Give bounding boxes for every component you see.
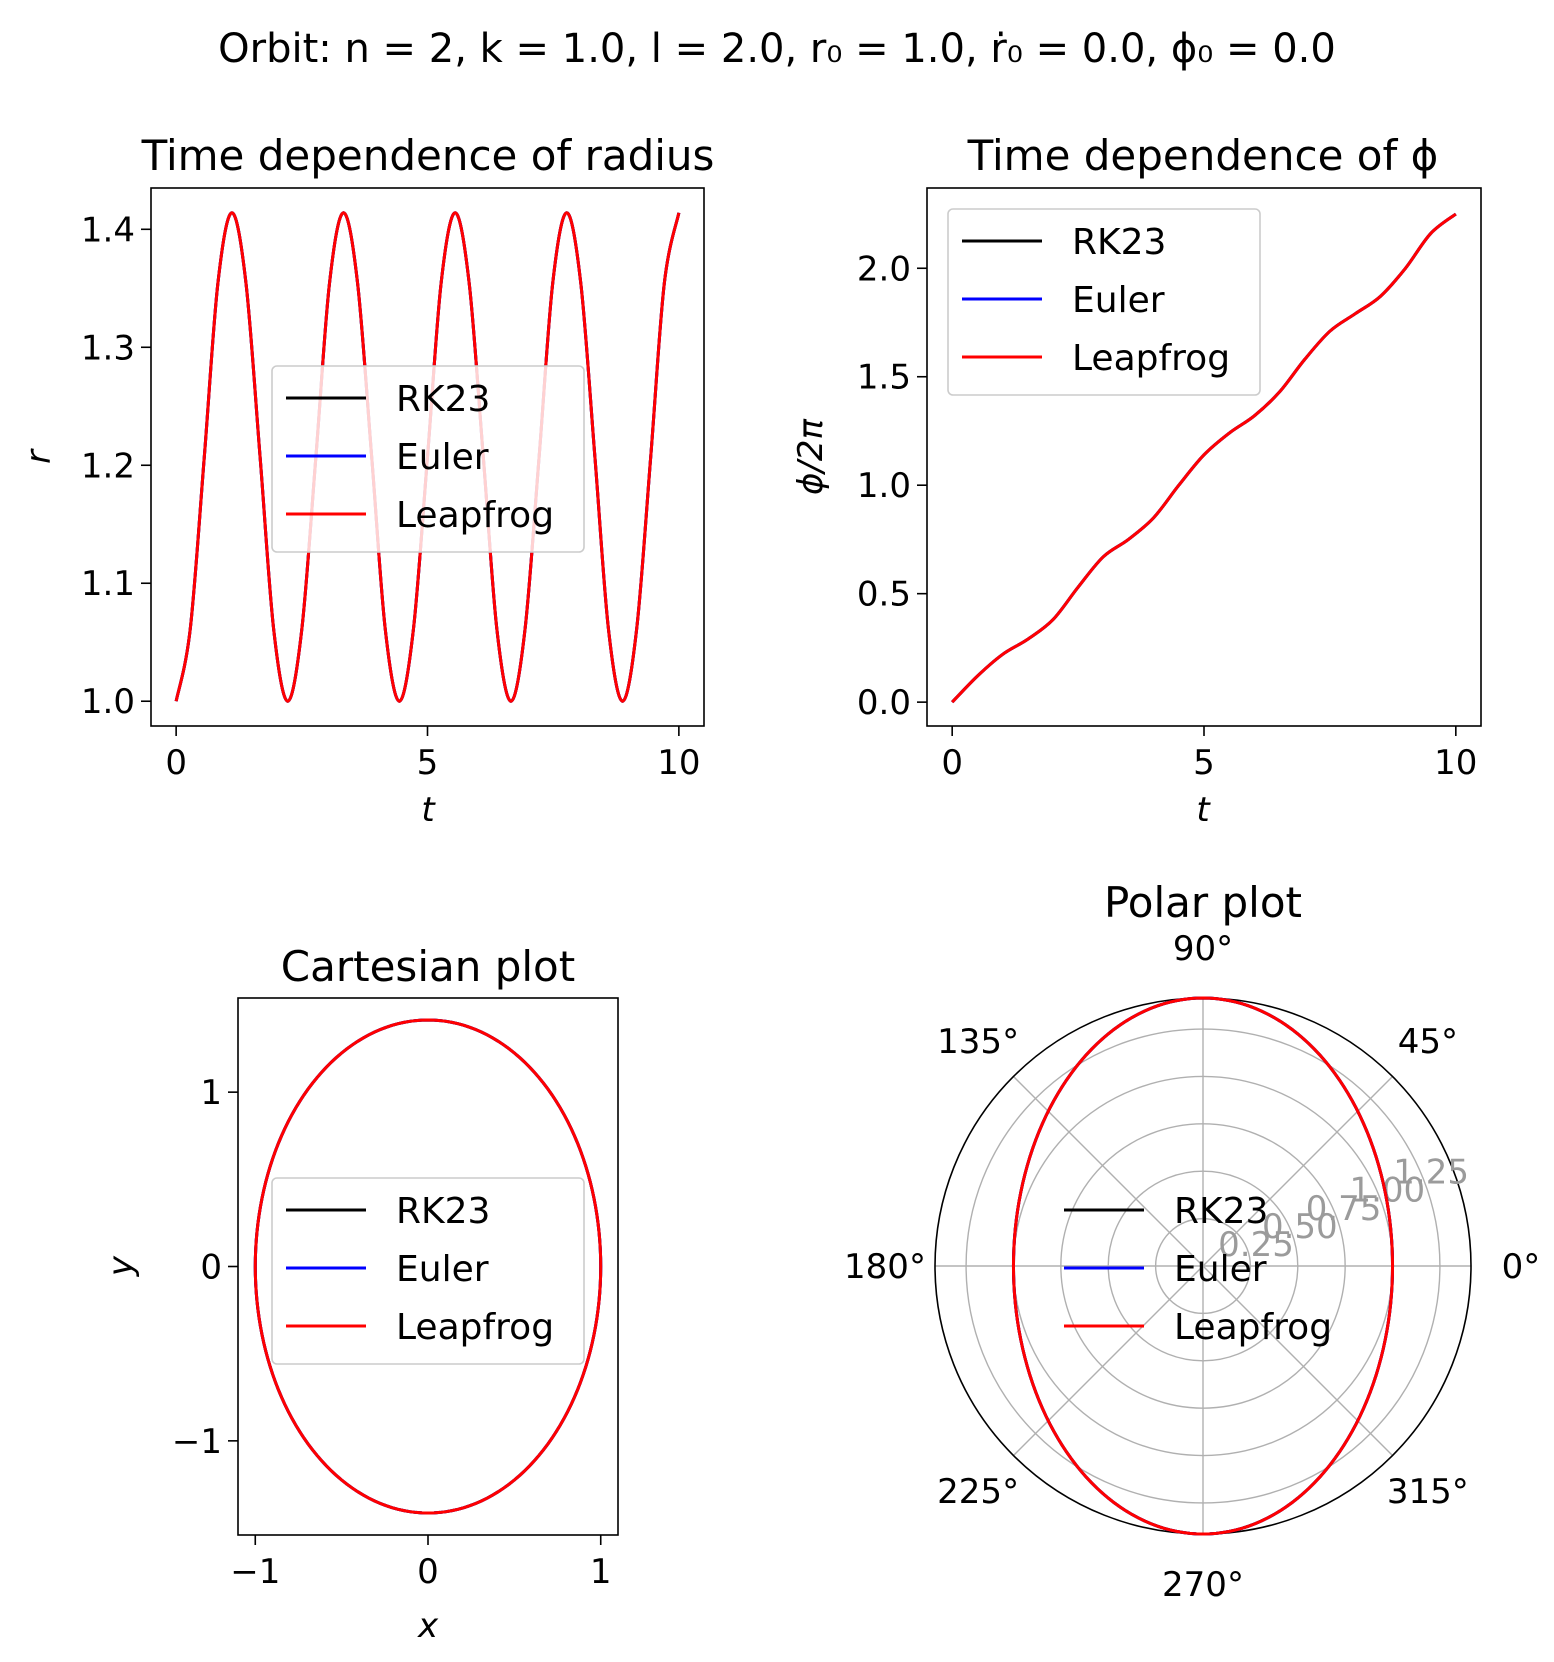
legend-label-rk23: RK23 <box>1174 1191 1268 1232</box>
polar-grid-spoke <box>1013 1265 1204 1456</box>
legend-label-rk23: RK23 <box>396 379 490 420</box>
cartesian-chart-plot-area: −1 0 1 −1 0 1 RK23 Euler Leapfrog <box>172 1018 612 1592</box>
radius-chart: Time dependence of radius 0 5 10 1.0 1.1 1.2 1… <box>19 131 714 830</box>
polar-chart-title: Polar plot <box>1104 878 1302 927</box>
phi-chart: Time dependence of ϕ 0 5 10 0.0 0.5 1.0 1.5 2.0… <box>791 131 1482 830</box>
polar-angle-label: 0° <box>1502 1247 1541 1287</box>
x-tick-label: 0 <box>941 743 963 783</box>
phi-chart-xlabel: t <box>1196 790 1211 830</box>
x-tick-label: 5 <box>417 743 439 783</box>
y-tick-label: 1.0 <box>81 682 135 722</box>
legend-box <box>947 208 1261 396</box>
polar-angle-label: 135° <box>937 1022 1019 1062</box>
legend-box <box>271 1177 585 1365</box>
x-tick-label: −1 <box>230 1552 280 1592</box>
radius-chart-frame <box>150 187 705 727</box>
series-line-leapfrog <box>253 1018 603 1515</box>
polar-angle-label: 315° <box>1387 1472 1469 1512</box>
legend-label-euler: Euler <box>396 437 489 478</box>
polar-chart: Polar plot 0°45°90°135°180°225°270°315°0… <box>844 878 1540 1605</box>
legend-box <box>271 365 585 553</box>
phi-chart-title: Time dependence of ϕ <box>967 131 1439 180</box>
cartesian-chart-frame <box>237 997 619 1536</box>
polar-angle-label: 90° <box>1173 929 1233 969</box>
polar-grid-spoke <box>1202 1265 1393 1456</box>
legend-label-leapfrog: Leapfrog <box>396 1307 554 1348</box>
y-tick-label: 0.5 <box>857 575 911 615</box>
y-tick-label: −1 <box>172 1422 222 1462</box>
cartesian-chart: Cartesian plot −1 0 1 −1 0 1 RK23 Euler Leapfrog… <box>101 942 619 1646</box>
phi-chart-ylabel: ϕ/2π <box>791 418 831 495</box>
phi-chart-frame <box>926 187 1482 727</box>
polar-angle-label: 180° <box>844 1247 926 1287</box>
cartesian-chart-xlabel: x <box>417 1606 439 1646</box>
polar-series-line-leapfrog <box>1011 996 1395 1536</box>
figure-suptitle: Orbit: n = 2, k = 1.0, l = 2.0, r₀ = 1.0… <box>218 26 1336 72</box>
radius-chart-ylabel: r <box>19 448 59 464</box>
y-tick-label: 1.0 <box>857 466 911 506</box>
polar-radius-label: 0.50 <box>1262 1207 1338 1247</box>
y-tick-label: 0.0 <box>857 683 911 723</box>
legend-label-leapfrog: Leapfrog <box>396 495 554 536</box>
x-tick-label: 0 <box>417 1552 439 1592</box>
y-tick-label: 0 <box>200 1248 222 1288</box>
polar-grid-spoke <box>1202 1076 1393 1267</box>
x-tick-label: 10 <box>1434 743 1477 783</box>
cartesian-chart-ylabel: y <box>101 1255 141 1277</box>
x-tick-label: 10 <box>657 743 700 783</box>
y-tick-label: 2.0 <box>857 249 911 289</box>
polar-radius-label: 0.25 <box>1218 1225 1294 1265</box>
radius-chart-title: Time dependence of radius <box>141 131 715 180</box>
legend-label-euler: Euler <box>1072 280 1165 321</box>
series-line-leapfrog <box>951 212 1457 704</box>
y-tick-label: 1.5 <box>857 358 911 398</box>
legend-label-euler: Euler <box>1174 1249 1267 1290</box>
y-tick-label: 1.4 <box>81 210 135 250</box>
polar-angle-label: 45° <box>1398 1022 1458 1062</box>
polar-angle-label: 270° <box>1162 1565 1244 1605</box>
x-tick-label: 1 <box>590 1552 612 1592</box>
y-tick-label: 1.3 <box>81 328 135 368</box>
phi-chart-plot-area: 0 5 10 0.0 0.5 1.0 1.5 2.0 RK23 Euler Leapfrog <box>857 208 1477 783</box>
polar-radius-label: 0.75 <box>1306 1189 1382 1229</box>
polar-angle-label: 225° <box>937 1472 1019 1512</box>
y-tick-label: 1.1 <box>81 564 135 604</box>
polar-radius-label: 1.25 <box>1393 1153 1469 1193</box>
radius-chart-xlabel: t <box>421 790 436 830</box>
x-tick-label: 0 <box>165 743 187 783</box>
legend-label-leapfrog: Leapfrog <box>1072 338 1230 379</box>
legend-label-euler: Euler <box>396 1249 489 1290</box>
y-tick-label: 1.2 <box>81 446 135 486</box>
y-tick-label: 1 <box>200 1073 222 1113</box>
cartesian-chart-title: Cartesian plot <box>281 942 575 991</box>
x-tick-label: 5 <box>1193 743 1215 783</box>
radius-chart-plot-area: 0 5 10 1.0 1.1 1.2 1.3 1.4 RK23 Euler Leapfrog <box>81 210 701 783</box>
legend-label-rk23: RK23 <box>1072 222 1166 263</box>
polar-chart-plot-area: 0° 45° 90° 135° 180° 225° 270° 315° 0.250.500.75… <box>844 929 1540 1605</box>
legend-label-leapfrog: Leapfrog <box>1174 1307 1332 1348</box>
legend-label-rk23: RK23 <box>396 1191 490 1232</box>
polar-grid-spoke <box>1013 1076 1204 1267</box>
